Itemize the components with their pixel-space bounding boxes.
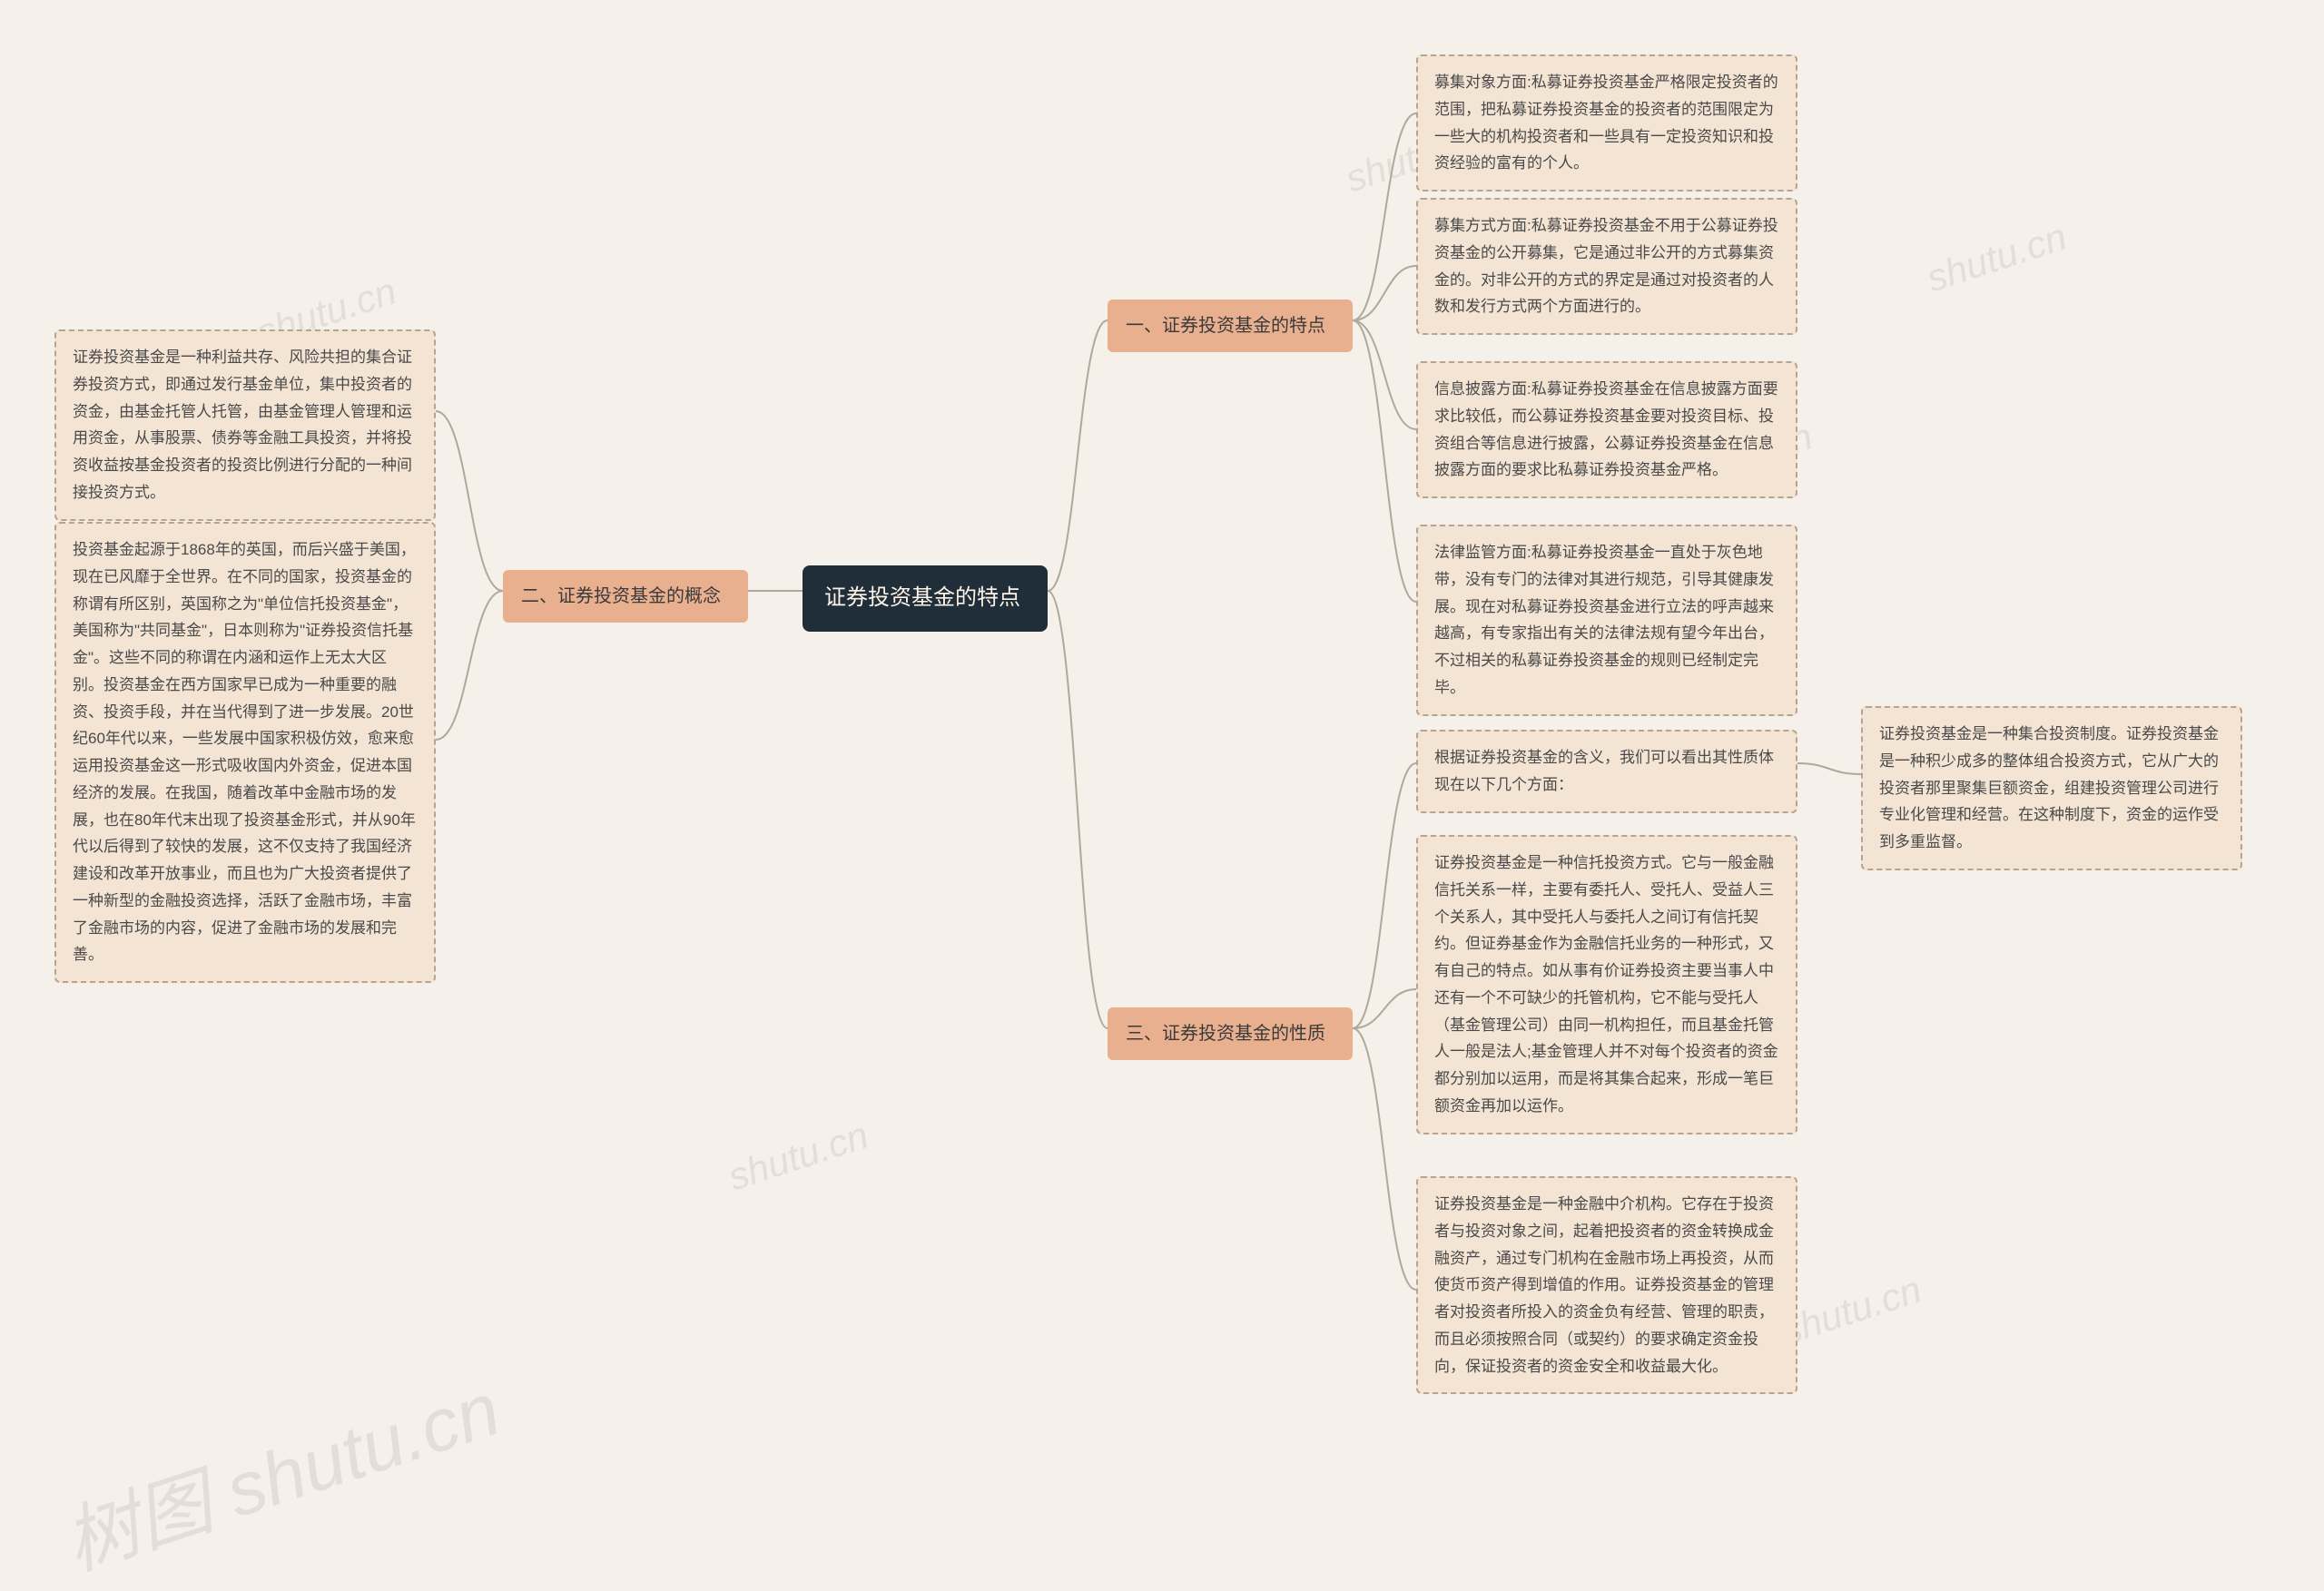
leaf-information-disclosure: 信息披露方面:私募证券投资基金在信息披露方面要求比较低，而公募证券投资基金要对投… [1416,361,1797,498]
leaf-legal-regulation: 法律监管方面:私募证券投资基金一直处于灰色地带，没有专门的法律对其进行规范，引导… [1416,525,1797,716]
leaf-definition: 证券投资基金是一种利益共存、风险共担的集合证券投资方式，即通过发行基金单位，集中… [54,329,436,521]
leaf-trust-investment: 证券投资基金是一种信托投资方式。它与一般金融信托关系一样，主要有委托人、受托人、… [1416,835,1797,1134]
branch-concept: 二、证券投资基金的概念 [503,570,748,623]
leaf-nature-intro: 根据证券投资基金的含义，我们可以看出其性质体现在以下几个方面： [1416,730,1797,813]
watermark: shutu.cn [723,1114,873,1200]
leaf-collective-investment: 证券投资基金是一种集合投资制度。证券投资基金是一种积少成多的整体组合投资方式，它… [1861,706,2242,870]
branch-characteristics: 一、证券投资基金的特点 [1108,300,1353,352]
watermark: 树图 shutu.cn [49,1349,511,1591]
leaf-history: 投资基金起源于1868年的英国，而后兴盛于美国，现在已风靡于全世界。在不同的国家… [54,522,436,983]
mindmap-canvas: shutu.cnshutu.cnshutu.cnshutu.cnshutu.cn… [0,0,2324,1533]
branch-nature: 三、证券投资基金的性质 [1108,1007,1353,1060]
leaf-financial-intermediary: 证券投资基金是一种金融中介机构。它存在于投资者与投资对象之间，起着把投资者的资金… [1416,1176,1797,1394]
watermark: shutu.cn [1921,215,2072,301]
watermark: shutu.cn [1776,1268,1926,1354]
root-node: 证券投资基金的特点 [803,565,1048,632]
leaf-raising-targets: 募集对象方面:私募证券投资基金严格限定投资者的范围，把私募证券投资基金的投资者的… [1416,54,1797,192]
leaf-raising-methods: 募集方式方面:私募证券投资基金不用于公募证券投资基金的公开募集，它是通过非公开的… [1416,198,1797,335]
